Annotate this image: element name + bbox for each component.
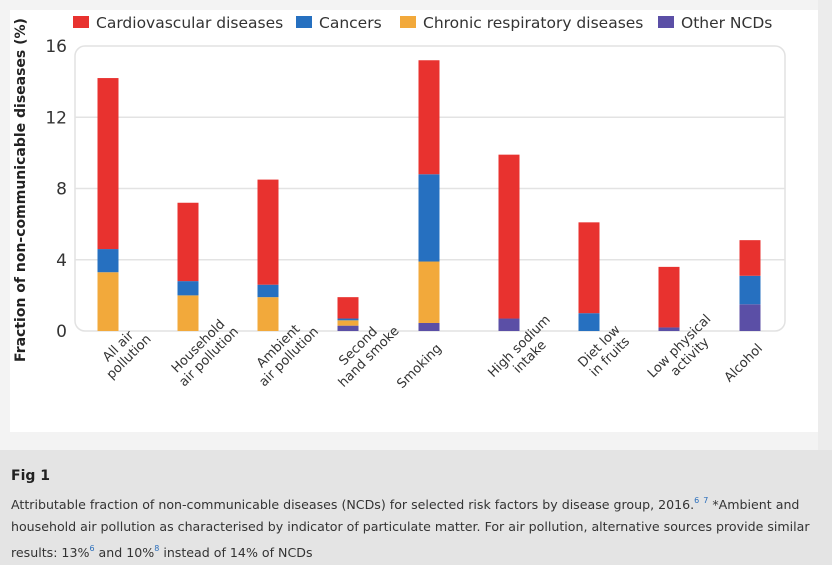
caption-part: instead of 14% of NCDs	[159, 545, 313, 560]
reference-link[interactable]: 6	[89, 544, 95, 553]
bar-segment-other-ncds	[739, 304, 761, 331]
bar-segment-cardiovascular-diseases	[418, 60, 440, 175]
bar-stack	[177, 202, 199, 331]
bar-segment-cardiovascular-diseases	[97, 78, 119, 250]
bar-segment-cardiovascular-diseases	[498, 154, 520, 319]
caption-part: and 10%	[94, 545, 155, 560]
y-tick-label: 4	[56, 251, 67, 271]
reference-link[interactable]: 6	[694, 496, 700, 505]
caption-part: *Ambient and household air pollution as …	[11, 497, 810, 560]
bar-stack	[418, 60, 440, 331]
bar-segment-chronic-respiratory-diseases	[418, 261, 440, 323]
legend-label: Other NCDs	[681, 14, 772, 32]
bar-segment-chronic-respiratory-diseases	[97, 272, 119, 331]
bar-stack	[337, 297, 359, 331]
bar-segment-other-ncds	[498, 318, 520, 331]
y-tick-label: 8	[56, 180, 67, 200]
bar-stack	[97, 78, 119, 331]
bar-stack	[498, 154, 520, 331]
bar-stack	[578, 222, 600, 331]
y-axis-ticks: 0 4 8 12 16	[45, 37, 67, 342]
bar-segment-cancers	[257, 284, 279, 298]
legend-swatch	[400, 16, 416, 28]
y-tick-label: 12	[45, 108, 67, 128]
y-axis-title: Fraction of non-communicable diseases (%…	[13, 18, 29, 362]
figure-caption: Fig 1 Attributable fraction of non-commu…	[0, 450, 832, 565]
bar-segment-cardiovascular-diseases	[578, 222, 600, 314]
bar-segment-cancers	[578, 313, 600, 331]
legend-swatch	[658, 16, 674, 28]
legend-label: Cardiovascular diseases	[96, 14, 283, 32]
bar-segment-chronic-respiratory-diseases	[257, 297, 279, 331]
bar-segment-cardiovascular-diseases	[658, 266, 680, 328]
stacked-bar-chart: Cardiovascular diseases Cancers Chronic re…	[13, 14, 786, 392]
bar-segment-other-ncds	[658, 327, 680, 331]
bar-stack	[739, 240, 761, 331]
bar-segment-other-ncds	[418, 322, 440, 331]
bar-segment-cardiovascular-diseases	[739, 240, 761, 276]
bar-segment-other-ncds	[337, 325, 359, 331]
y-tick-label: 16	[45, 37, 67, 57]
reference-link[interactable]: 8	[154, 544, 160, 553]
y-tick-label: 0	[56, 322, 67, 342]
x-tick-label: Alcohol	[722, 341, 766, 385]
x-tick-label-line: Smoking	[394, 341, 445, 392]
reference-link[interactable]: 7	[703, 496, 709, 505]
caption-part: Attributable fraction of non-communicabl…	[11, 497, 695, 512]
legend-label: Cancers	[319, 14, 382, 32]
figure-label: Fig 1	[11, 468, 50, 484]
x-tick-label: Smoking	[394, 341, 445, 392]
bar-stack	[658, 266, 680, 331]
bar-segment-cancers	[739, 275, 761, 305]
bar-segment-cancers	[177, 281, 199, 296]
bar-segment-cardiovascular-diseases	[177, 202, 199, 282]
bar-stack	[257, 179, 279, 331]
bars	[97, 60, 761, 331]
bar-segment-cardiovascular-diseases	[257, 179, 279, 285]
bar-segment-cardiovascular-diseases	[337, 297, 359, 319]
legend-label: Chronic respiratory diseases	[423, 14, 643, 32]
caption-text: Attributable fraction of non-communicabl…	[11, 490, 826, 564]
bar-segment-cancers	[418, 174, 440, 262]
x-tick-label-line: Alcohol	[722, 341, 766, 385]
bar-segment-chronic-respiratory-diseases	[337, 320, 359, 326]
legend-swatch	[73, 16, 89, 28]
bar-segment-cancers	[337, 318, 359, 321]
page-margin	[818, 0, 832, 565]
legend: Cardiovascular diseases Cancers Chronic re…	[73, 14, 772, 32]
bar-segment-chronic-respiratory-diseases	[177, 295, 199, 331]
legend-swatch	[296, 16, 312, 28]
bar-segment-cancers	[97, 249, 119, 273]
